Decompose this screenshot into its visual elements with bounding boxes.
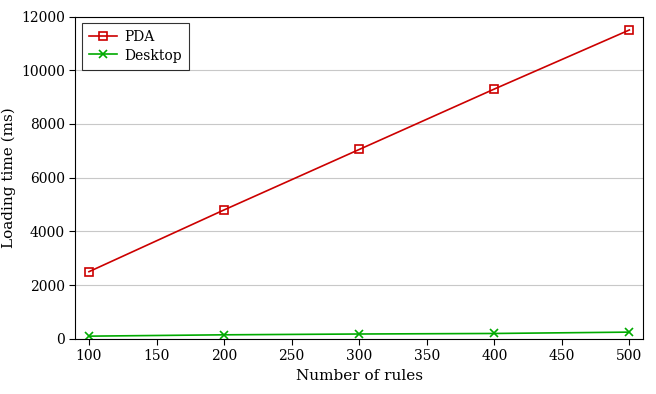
- Desktop: [85, 334, 93, 338]
- PDA: [490, 87, 498, 91]
- Desktop: [220, 333, 228, 337]
- Legend: PDA, Desktop: PDA, Desktop: [83, 24, 189, 70]
- PDA: [85, 269, 93, 274]
- Line: PDA: PDA: [85, 26, 634, 276]
- Line: Desktop: Desktop: [85, 328, 634, 340]
- Desktop: [356, 332, 363, 336]
- PDA: [220, 208, 228, 212]
- X-axis label: Number of rules: Number of rules: [296, 369, 422, 383]
- PDA: [356, 147, 363, 152]
- PDA: [625, 28, 633, 32]
- Y-axis label: Loading time (ms): Loading time (ms): [1, 107, 16, 248]
- Desktop: [625, 330, 633, 335]
- Desktop: [490, 331, 498, 336]
